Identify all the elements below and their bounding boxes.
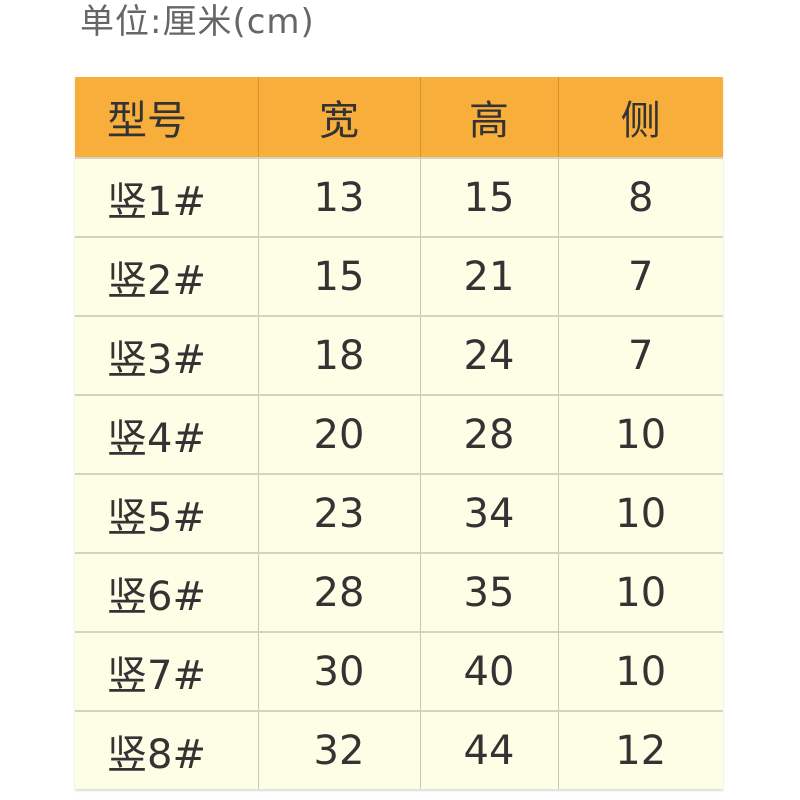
cell-height: 15 xyxy=(419,157,559,237)
cell-model: 竖3# xyxy=(75,315,259,395)
table-row: 竖4# 20 28 10 xyxy=(75,394,723,474)
cell-side: 8 xyxy=(557,157,723,237)
cell-model: 竖8# xyxy=(75,710,259,789)
size-table: 型号 宽 高 侧 竖1# 13 15 8 竖2# 15 21 7 竖3# 18 24 7 竖4# 20 28… xyxy=(75,77,723,789)
cell-side: 10 xyxy=(557,394,723,474)
cell-side: 10 xyxy=(557,631,723,711)
cell-model: 竖4# xyxy=(75,394,259,474)
table-row: 竖6# 28 35 10 xyxy=(75,552,723,632)
cell-width: 32 xyxy=(257,710,421,789)
cell-model: 竖2# xyxy=(75,236,259,316)
cell-width: 13 xyxy=(257,157,421,237)
cell-side: 10 xyxy=(557,473,723,553)
cell-model: 竖1# xyxy=(75,157,259,237)
table-row: 竖5# 23 34 10 xyxy=(75,473,723,553)
cell-height: 21 xyxy=(419,236,559,316)
cell-model: 竖6# xyxy=(75,552,259,632)
cell-width: 23 xyxy=(257,473,421,553)
cell-height: 24 xyxy=(419,315,559,395)
header-side: 侧 xyxy=(557,77,723,158)
cell-height: 35 xyxy=(419,552,559,632)
header-model: 型号 xyxy=(75,77,259,158)
header-height: 高 xyxy=(419,77,559,158)
table-row: 竖8# 32 44 12 xyxy=(75,710,723,789)
cell-width: 18 xyxy=(257,315,421,395)
table-row: 竖7# 30 40 10 xyxy=(75,631,723,711)
header-row: 型号 宽 高 侧 xyxy=(75,77,723,158)
cell-height: 40 xyxy=(419,631,559,711)
cell-height: 34 xyxy=(419,473,559,553)
cell-side: 10 xyxy=(557,552,723,632)
cell-side: 12 xyxy=(557,710,723,789)
cell-side: 7 xyxy=(557,236,723,316)
table-row: 竖2# 15 21 7 xyxy=(75,236,723,316)
cell-height: 44 xyxy=(419,710,559,789)
cell-width: 15 xyxy=(257,236,421,316)
unit-label: 单位:厘米(cm) xyxy=(80,2,315,42)
cell-width: 28 xyxy=(257,552,421,632)
cell-width: 20 xyxy=(257,394,421,474)
table-row: 竖1# 13 15 8 xyxy=(75,157,723,237)
cell-height: 28 xyxy=(419,394,559,474)
cell-side: 7 xyxy=(557,315,723,395)
cell-width: 30 xyxy=(257,631,421,711)
header-width: 宽 xyxy=(257,77,421,158)
cell-model: 竖7# xyxy=(75,631,259,711)
cell-model: 竖5# xyxy=(75,473,259,553)
table-row: 竖3# 18 24 7 xyxy=(75,315,723,395)
